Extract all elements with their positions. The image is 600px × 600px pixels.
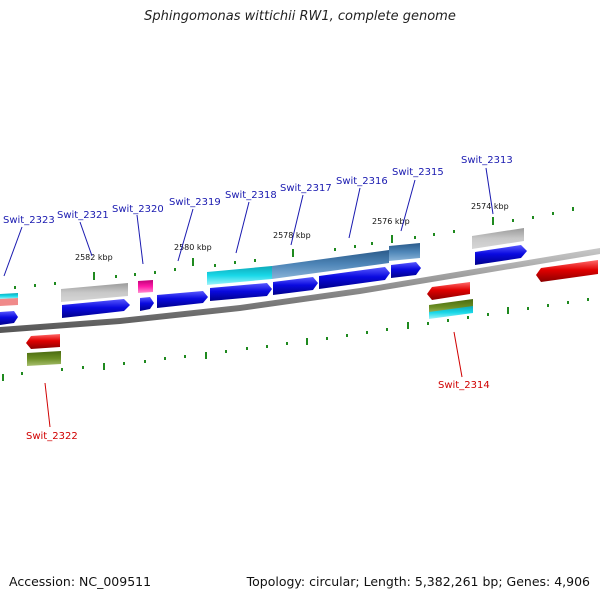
gene-label-swit-2313: Swit_2313: [461, 155, 513, 166]
feature-box-magenta: [138, 280, 153, 293]
leader-swit-2322: [44, 382, 51, 428]
reverse-leader-lines: [44, 331, 463, 428]
leader-swit-2320: [136, 214, 144, 265]
leader-swit-2318: [235, 201, 250, 254]
cds-arrow-reverse: [536, 260, 598, 282]
leader-swit-2317: [290, 194, 304, 246]
gene-label-swit-2318: Swit_2318: [225, 190, 277, 201]
gene-label-swit-2323: Swit_2323: [3, 215, 55, 226]
outer-tick-row: [14, 207, 574, 289]
cds-arrow-forward: [273, 277, 318, 295]
accession-label: Accession: NC_009511: [9, 574, 152, 589]
scale-label-2580: 2580 kbp: [174, 243, 212, 252]
gene-label-swit-2321: Swit_2321: [57, 210, 109, 221]
cds-arrow-forward: [140, 297, 154, 311]
cds-arrow-forward: [62, 299, 130, 318]
reverse-cds-track: [26, 260, 598, 349]
cds-arrow-forward: [0, 311, 18, 325]
leader-swit-2319: [177, 208, 194, 262]
cds-arrow-forward: [475, 245, 527, 265]
feature-box-cyan: [429, 306, 473, 319]
cds-arrow-forward: [391, 262, 421, 278]
feature-box-salmon-left: [0, 298, 18, 306]
feature-box-cyan-left: [0, 293, 18, 299]
feature-box-steel: [389, 243, 420, 261]
gene-label-swit-2315: Swit_2315: [392, 167, 444, 178]
feature-boxes: [0, 228, 524, 366]
feature-box-olive: [27, 351, 61, 366]
cds-arrow-forward: [210, 283, 272, 301]
cds-arrow-forward: [319, 267, 390, 289]
gene-label-swit-2322: Swit_2322: [26, 431, 78, 442]
forward-cds-track: [0, 245, 527, 325]
genome-info-label: Topology: circular; Length: 5,382,261 bp…: [246, 574, 590, 589]
leader-swit-2313: [485, 167, 494, 215]
feature-box-gray: [61, 283, 128, 302]
leader-swit-2321: [79, 221, 93, 257]
leader-swit-2315: [400, 179, 416, 232]
leader-swit-2316: [348, 187, 361, 239]
gene-label-swit-2319: Swit_2319: [169, 197, 221, 208]
cds-arrow-reverse: [427, 282, 470, 300]
leader-swit-2314: [453, 331, 463, 378]
cds-arrow-reverse: [26, 334, 60, 349]
genome-backbone: [0, 248, 600, 333]
forward-leader-lines: [3, 167, 494, 277]
gene-label-swit-2320: Swit_2320: [112, 204, 164, 215]
gene-label-swit-2314: Swit_2314: [438, 380, 490, 391]
feature-box-steel: [272, 250, 389, 279]
map-title: Sphingomonas wittichii RW1, complete gen…: [144, 9, 456, 24]
gene-label-swit-2316: Swit_2316: [336, 176, 388, 187]
cds-arrow-forward: [157, 291, 208, 308]
scale-label-2576: 2576 kbp: [372, 217, 410, 226]
scale-label-2582: 2582 kbp: [75, 253, 113, 262]
inner-tick-row: [2, 298, 589, 381]
feature-box-gray: [472, 228, 524, 249]
scale-label-2574: 2574 kbp: [471, 202, 509, 211]
gene-label-swit-2317: Swit_2317: [280, 183, 332, 194]
leader-swit-2323: [3, 226, 23, 277]
scale-label-2578: 2578 kbp: [273, 231, 311, 240]
feature-box-cyan: [207, 266, 272, 285]
